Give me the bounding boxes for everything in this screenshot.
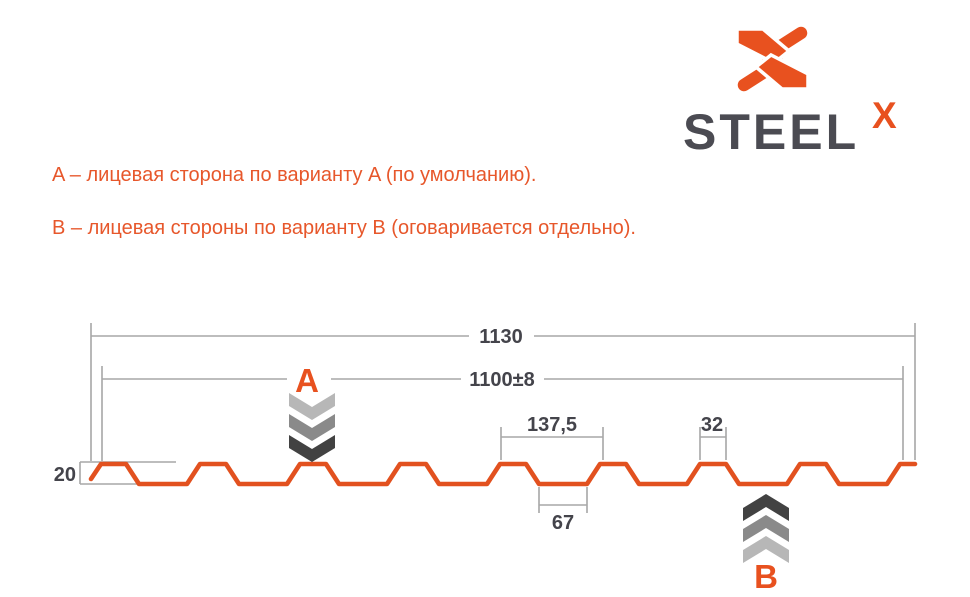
chevron-up-icon (743, 494, 789, 521)
dimension-32-label: 32 (701, 414, 723, 436)
dimension-1100-label: 1100±8 (469, 369, 535, 391)
side-a-label: A (295, 362, 319, 399)
chevron-up-icon (743, 536, 789, 563)
chevron-up-icon (743, 515, 789, 542)
chevron-down-icon (289, 414, 335, 441)
chevron-down-icon (289, 435, 335, 462)
logo-diagonal-top-left (735, 27, 792, 66)
note-variant-a: A – лицевая сторона по варианту A (по ум… (52, 164, 537, 186)
brand-name: STEEL (683, 104, 860, 160)
dimension-1130-label: 1130 (479, 326, 522, 348)
dimension-1100: 1100±8 (101, 366, 904, 461)
side-b-marker: B (743, 494, 789, 595)
dimension-32: 32 (699, 414, 727, 460)
note-variant-b: B – лицевая стороны по варианту B (огова… (52, 217, 636, 239)
side-a-marker: A (289, 362, 335, 462)
profile-outline (88, 461, 918, 487)
side-b-label: B (754, 558, 778, 595)
dimension-67: 67 (538, 487, 588, 534)
steelx-logo-icon (735, 26, 810, 92)
logo-diagonal-bottom-right (753, 52, 810, 91)
chevron-down-icon (289, 393, 335, 420)
brand-suffix: X (872, 95, 897, 136)
dimension-20-label: 20 (54, 464, 76, 486)
dimension-1130: 1130 (90, 323, 916, 461)
dimension-137-5-label: 137,5 (527, 414, 577, 436)
dimension-137-5: 137,5 (500, 414, 604, 460)
dimension-67-label: 67 (552, 512, 574, 534)
